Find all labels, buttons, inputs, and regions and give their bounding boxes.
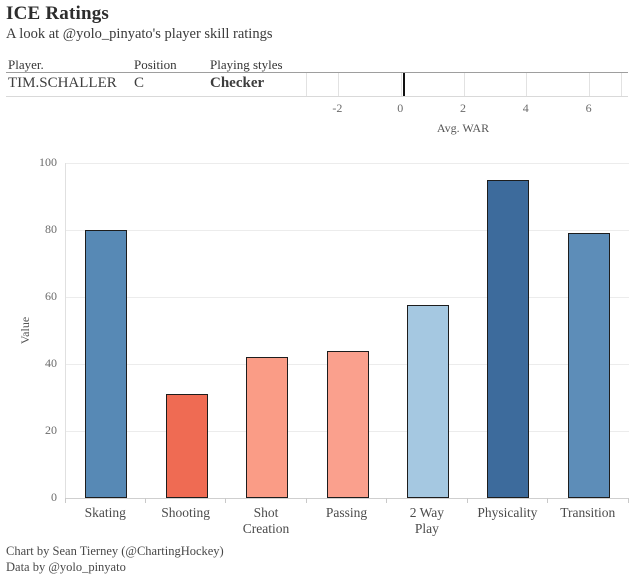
bar-2-way-play[interactable] xyxy=(406,305,449,498)
war-tick-label: 4 xyxy=(522,101,529,115)
bar-passing[interactable] xyxy=(326,350,369,498)
column-header-player: Player. xyxy=(8,57,44,72)
x-band-tick xyxy=(305,498,307,503)
x-tick-label-line: Passing xyxy=(325,505,368,520)
y-gridline xyxy=(66,296,629,298)
x-tick-label-line: Skating xyxy=(84,505,126,520)
bar-skating[interactable] xyxy=(85,230,128,498)
plot-area xyxy=(65,162,629,499)
bar-shooting[interactable] xyxy=(165,394,208,498)
x-band-tick xyxy=(466,498,468,503)
x-band-tick xyxy=(547,498,549,503)
x-tick-label-2-way-play: 2 Way Play xyxy=(387,505,467,537)
credit-data-author: Data by @yolo_pinyato xyxy=(6,560,126,574)
y-axis-title: Value xyxy=(18,316,32,345)
column-header-position: Position xyxy=(134,57,177,72)
page-title: ICE Ratings xyxy=(6,3,110,24)
war-tick-label: -2 xyxy=(332,101,343,115)
y-tick-label: 0 xyxy=(51,490,57,504)
y-tick-label: 20 xyxy=(45,423,57,437)
war-gridline xyxy=(589,73,591,96)
x-tick-label-shot-creation: Shot Creation xyxy=(226,505,306,537)
column-header-playing-styles: Playing styles xyxy=(210,57,283,72)
x-tick-label-line: Shooting xyxy=(161,505,211,520)
war-axis-title: Avg. WAR xyxy=(436,121,490,135)
row-divider xyxy=(6,96,628,97)
x-tick-label-physicality: Physicality xyxy=(467,505,547,521)
y-gridline xyxy=(66,162,629,164)
y-tick-label: 80 xyxy=(45,222,57,236)
y-gridline xyxy=(66,497,629,499)
war-gridline xyxy=(400,73,402,96)
x-band-tick xyxy=(64,498,66,503)
war-tick-label: 6 xyxy=(585,101,592,115)
x-tick-label-line: Shot xyxy=(253,505,279,520)
x-tick-label-line: Physicality xyxy=(477,505,538,520)
war-gridline xyxy=(337,73,339,96)
x-band-tick xyxy=(627,498,629,503)
y-tick-label: 60 xyxy=(45,289,57,303)
x-tick-label-line: 2 Way xyxy=(409,505,445,520)
player-name-cell[interactable]: TIM.SCHALLER xyxy=(8,75,117,91)
page-subtitle: A look at @yolo_pinyato's player skill r… xyxy=(6,26,273,42)
x-tick-label-line: Transition xyxy=(560,505,616,520)
x-band-tick xyxy=(225,498,227,503)
war-tick-label: 0 xyxy=(397,101,404,115)
war-strip xyxy=(306,73,622,96)
x-tick-label-line: Play xyxy=(414,521,439,536)
y-tick-label: 100 xyxy=(39,155,57,169)
x-tick-label-passing: Passing xyxy=(306,505,386,521)
x-band-tick xyxy=(144,498,146,503)
header-divider xyxy=(6,72,628,73)
x-tick-label-transition: Transition xyxy=(548,505,628,521)
bar-physicality[interactable] xyxy=(487,179,530,498)
bar-transition[interactable] xyxy=(567,233,610,498)
credit-chart-author: Chart by Sean Tierney (@ChartingHockey) xyxy=(6,544,224,558)
bar-shot-creation[interactable] xyxy=(246,357,289,498)
war-gridline xyxy=(526,73,528,96)
war-tick-label: 2 xyxy=(460,101,466,115)
y-tick-label: 40 xyxy=(45,356,57,370)
x-tick-label-shooting: Shooting xyxy=(145,505,225,521)
x-tick-label-line: Creation xyxy=(242,521,290,536)
position-cell[interactable]: C xyxy=(134,75,145,91)
y-gridline xyxy=(66,229,629,231)
playing-style-cell[interactable]: Checker xyxy=(210,75,265,91)
war-marker-tick[interactable] xyxy=(403,73,406,96)
x-tick-label-skating: Skating xyxy=(65,505,145,521)
war-gridline xyxy=(463,73,465,96)
x-band-tick xyxy=(386,498,388,503)
